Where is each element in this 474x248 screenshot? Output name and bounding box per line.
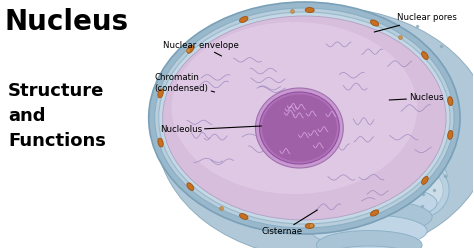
Ellipse shape xyxy=(371,210,379,216)
Text: Chromatin
(condensed): Chromatin (condensed) xyxy=(155,73,215,93)
Ellipse shape xyxy=(187,46,194,53)
Ellipse shape xyxy=(187,183,194,190)
Ellipse shape xyxy=(149,2,460,234)
Ellipse shape xyxy=(255,88,343,168)
Ellipse shape xyxy=(311,215,427,247)
Ellipse shape xyxy=(371,20,379,26)
Ellipse shape xyxy=(158,138,163,147)
Ellipse shape xyxy=(395,168,443,212)
Ellipse shape xyxy=(239,214,248,219)
Text: Structure
and
Functions: Structure and Functions xyxy=(8,82,106,150)
Ellipse shape xyxy=(296,168,442,210)
Ellipse shape xyxy=(305,223,314,228)
Ellipse shape xyxy=(316,230,422,248)
Ellipse shape xyxy=(447,130,453,139)
Ellipse shape xyxy=(421,177,428,184)
Text: Cisternae: Cisternae xyxy=(262,210,318,237)
Ellipse shape xyxy=(421,52,428,60)
Ellipse shape xyxy=(163,16,446,220)
Ellipse shape xyxy=(306,199,432,235)
Ellipse shape xyxy=(447,97,453,106)
Text: Nucleus: Nucleus xyxy=(389,93,444,102)
Ellipse shape xyxy=(172,22,417,194)
Ellipse shape xyxy=(157,7,474,248)
Ellipse shape xyxy=(259,92,339,164)
Text: Nuclear envelope: Nuclear envelope xyxy=(163,40,238,56)
Text: Nucleolus: Nucleolus xyxy=(160,125,262,134)
Text: Nuclear pores: Nuclear pores xyxy=(374,13,457,32)
Ellipse shape xyxy=(155,8,454,228)
Ellipse shape xyxy=(301,184,437,222)
Ellipse shape xyxy=(305,8,314,13)
Ellipse shape xyxy=(158,89,163,98)
Text: Nucleus: Nucleus xyxy=(5,8,129,36)
Ellipse shape xyxy=(321,246,417,248)
Ellipse shape xyxy=(239,17,248,23)
Ellipse shape xyxy=(389,162,449,218)
Ellipse shape xyxy=(292,153,447,197)
Ellipse shape xyxy=(159,12,450,224)
Ellipse shape xyxy=(263,95,337,161)
